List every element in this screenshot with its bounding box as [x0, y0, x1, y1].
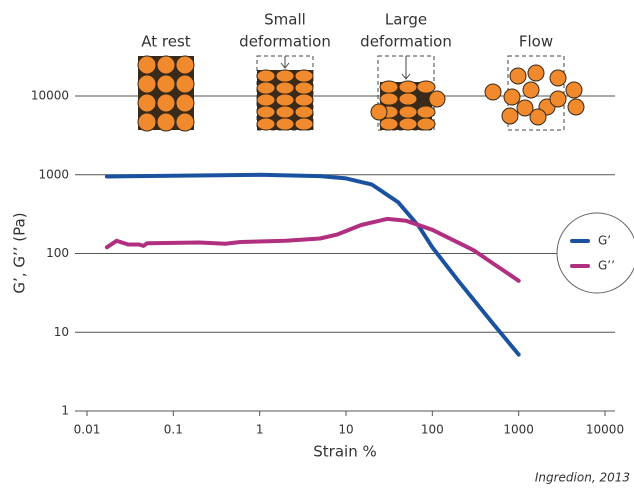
- x-tick-label: 10: [338, 423, 353, 437]
- y-tick-label: 1000: [38, 167, 69, 181]
- particle: [175, 74, 195, 94]
- stage-label: Small: [264, 11, 306, 29]
- particle: [567, 98, 585, 116]
- particle: [256, 117, 276, 131]
- particle: [398, 92, 418, 106]
- stage-label: deformation: [239, 33, 331, 51]
- y-tick-label: 1: [61, 404, 69, 418]
- particle: [156, 112, 176, 132]
- particle: [549, 90, 567, 108]
- particle: [175, 93, 195, 113]
- stage-label: Large: [385, 11, 427, 29]
- particle: [416, 80, 436, 94]
- particle: [137, 74, 157, 94]
- particle: [503, 88, 521, 106]
- y-tick-label: 10000: [31, 89, 69, 103]
- x-tick-label: 0.01: [74, 423, 101, 437]
- particle: [379, 117, 399, 131]
- y-axis-label: G’, G’’ (Pa): [11, 212, 29, 293]
- particle: [275, 93, 295, 107]
- particle: [294, 105, 314, 119]
- arrow: [280, 56, 290, 69]
- particle: [428, 90, 446, 108]
- particle: [256, 69, 276, 83]
- x-tick-label: 1: [256, 423, 264, 437]
- particle: [565, 81, 583, 99]
- particle: [398, 105, 418, 119]
- source-note: Ingredion, 2013: [535, 471, 630, 485]
- particle: [275, 105, 295, 119]
- x-axis-label: Strain %: [313, 443, 376, 461]
- x-tick-label: 10000: [586, 423, 624, 437]
- stage-label: deformation: [360, 33, 452, 51]
- legend-label: G’’: [598, 259, 615, 273]
- particle: [137, 112, 157, 132]
- particle: [501, 107, 519, 125]
- particle: [137, 93, 157, 113]
- particle: [156, 55, 176, 75]
- particle: [294, 69, 314, 83]
- y-tick-label: 100: [46, 246, 69, 260]
- particle: [516, 99, 534, 117]
- particle: [398, 117, 418, 131]
- particle: [294, 81, 314, 95]
- particle: [522, 81, 540, 99]
- x-tick-label: 0.1: [164, 423, 183, 437]
- particle: [509, 67, 527, 85]
- particle: [549, 69, 567, 87]
- particle: [256, 93, 276, 107]
- x-tick-label: 100: [421, 423, 444, 437]
- particle: [175, 112, 195, 132]
- particle: [370, 103, 388, 121]
- particle: [527, 64, 545, 82]
- arrow: [401, 56, 411, 80]
- particle: [175, 55, 195, 75]
- series-line: [104, 216, 521, 283]
- particle: [256, 81, 276, 95]
- particle: [398, 80, 418, 94]
- particle: [256, 105, 276, 119]
- particle: [294, 93, 314, 107]
- particle: [156, 74, 176, 94]
- particle: [416, 117, 436, 131]
- particle: [275, 117, 295, 131]
- series-line: [104, 172, 521, 357]
- particle: [379, 80, 399, 94]
- stage-label: At rest: [141, 33, 191, 51]
- x-tick-label: 1000: [503, 423, 534, 437]
- legend-frame: [556, 212, 634, 294]
- particle: [529, 108, 547, 126]
- illustrations: [137, 55, 585, 132]
- particle: [275, 69, 295, 83]
- y-tick-label: 10: [54, 325, 69, 339]
- particle: [275, 81, 295, 95]
- particle: [137, 55, 157, 75]
- stage-label: Flow: [519, 33, 553, 51]
- particle: [416, 105, 436, 119]
- particle: [156, 93, 176, 113]
- particle: [484, 83, 502, 101]
- particle: [379, 92, 399, 106]
- particle: [294, 117, 314, 131]
- legend-label: G’: [598, 234, 611, 248]
